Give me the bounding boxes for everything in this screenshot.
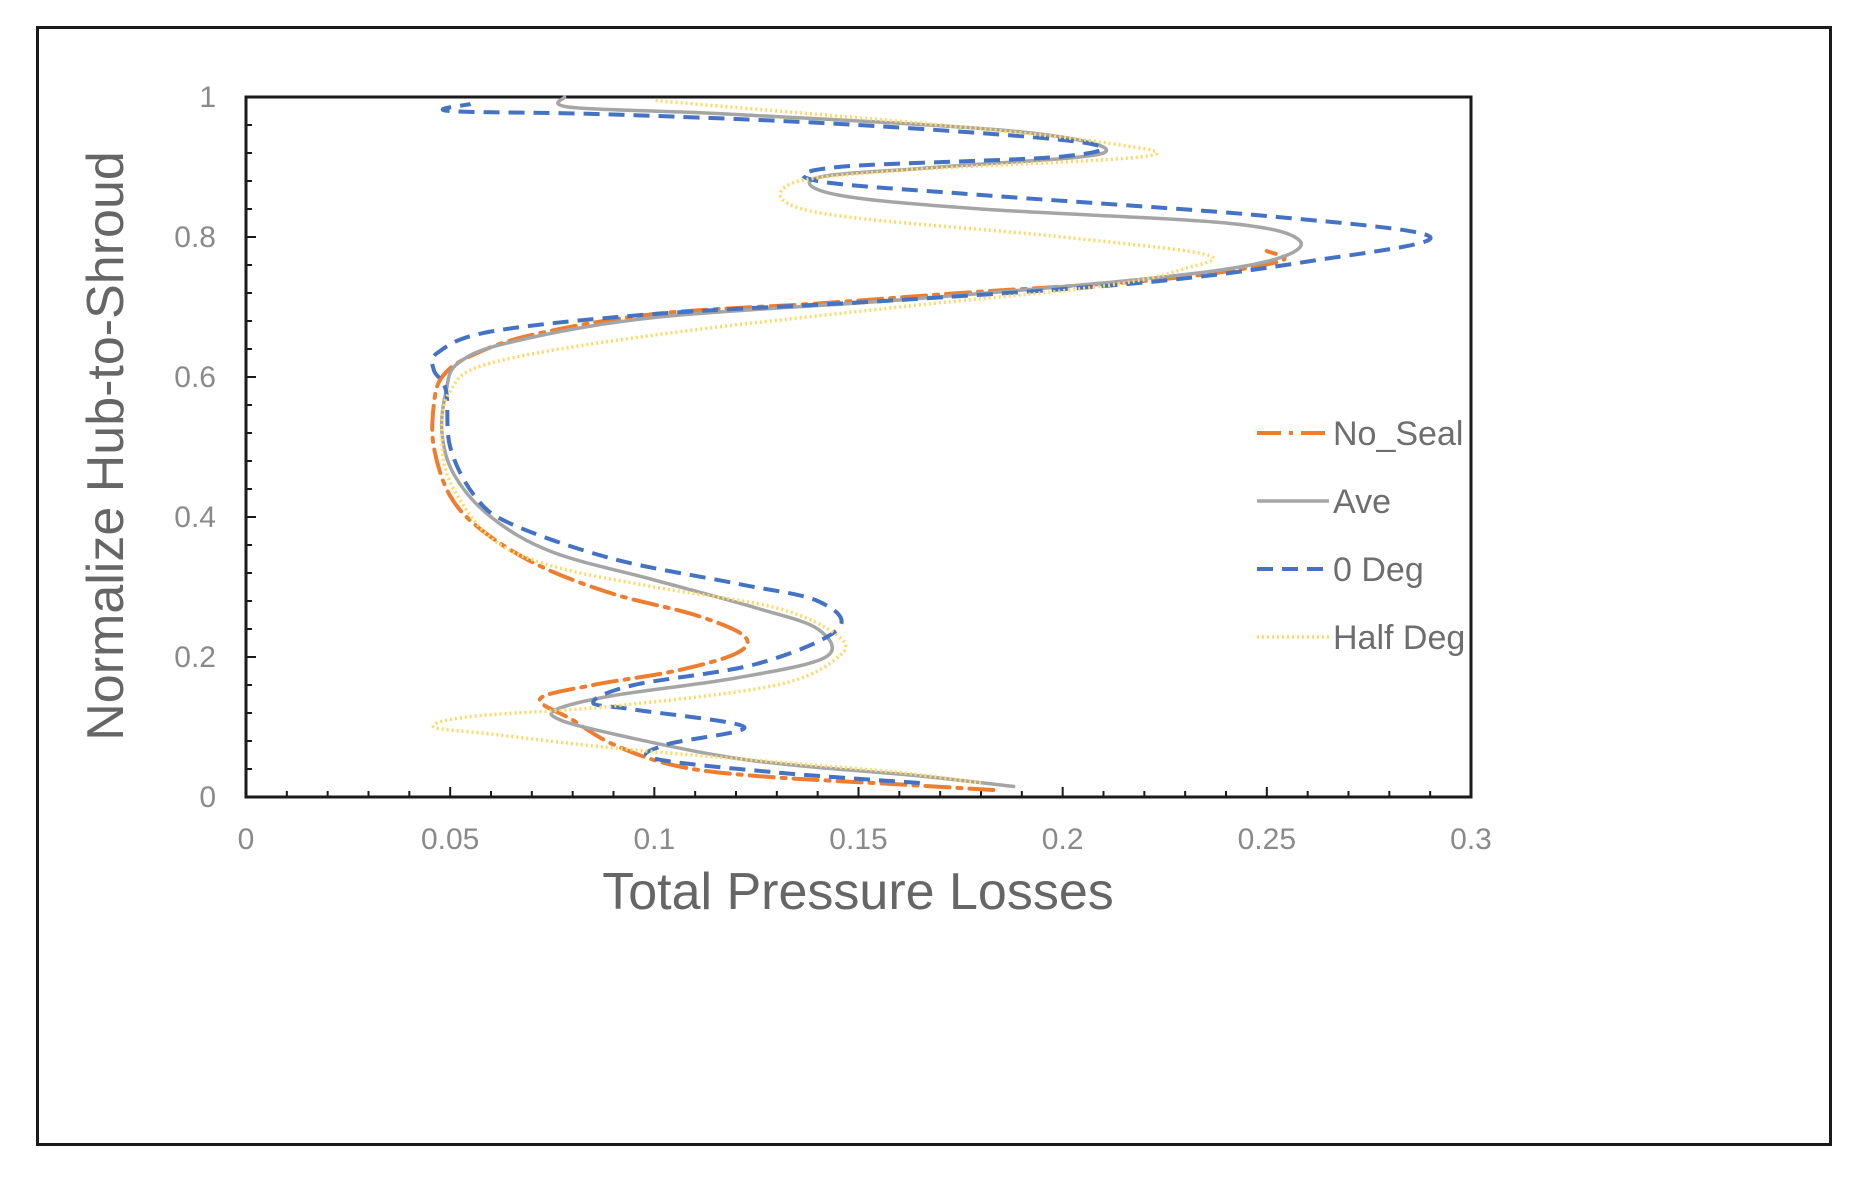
x-tick-label: 0.1: [633, 823, 675, 856]
chart-canvas: 0 0.05 0.1 0.15 0.2 0.25 0.3 0 0.2 0.4 0.6 0.8 1 No…: [77, 81, 1492, 921]
x-tick-label: 0: [238, 823, 255, 856]
x-tick-label: 0.2: [1042, 823, 1084, 856]
chart-frame: 0 0.05 0.1 0.15 0.2 0.25 0.3 0 0.2 0.4 0.6 0.8 1 No…: [36, 26, 1832, 1146]
legend: No_Seal Ave 0 Deg Half Deg: [1257, 415, 1465, 657]
y-tick-label: 0: [199, 781, 216, 814]
legend-label: No_Seal: [1333, 415, 1463, 453]
x-tick-label: 0.15: [829, 823, 887, 856]
series-line-no-seal: [430, 249, 1287, 792]
x-tick-label: 0.05: [421, 823, 479, 856]
y-axis-title: Normalize Hub-to-Shroud: [77, 151, 135, 741]
x-tick-label: 0.25: [1238, 823, 1296, 856]
x-tick-label: 0.3: [1450, 823, 1492, 856]
y-tick-label: 0.4: [174, 501, 216, 534]
y-tick-label: 0.2: [174, 641, 216, 674]
y-axis: 0 0.2 0.4 0.6 0.8 1: [174, 81, 256, 814]
legend-label: 0 Deg: [1333, 551, 1424, 589]
y-tick-label: 0.8: [174, 221, 216, 254]
legend-label: Half Deg: [1333, 619, 1465, 657]
series-line-half-deg: [431, 98, 1216, 785]
legend-label: Ave: [1333, 483, 1391, 521]
series-layer: [429, 95, 1433, 792]
y-tick-label: 1: [199, 81, 216, 114]
x-axis-title: Total Pressure Losses: [602, 863, 1114, 921]
plot-area: [244, 95, 1473, 799]
series-line-0-deg: [429, 102, 1433, 785]
x-axis: 0 0.05 0.1 0.15 0.2 0.25 0.3: [238, 787, 1492, 856]
series-line-ave: [439, 95, 1303, 789]
y-tick-label: 0.6: [174, 361, 216, 394]
